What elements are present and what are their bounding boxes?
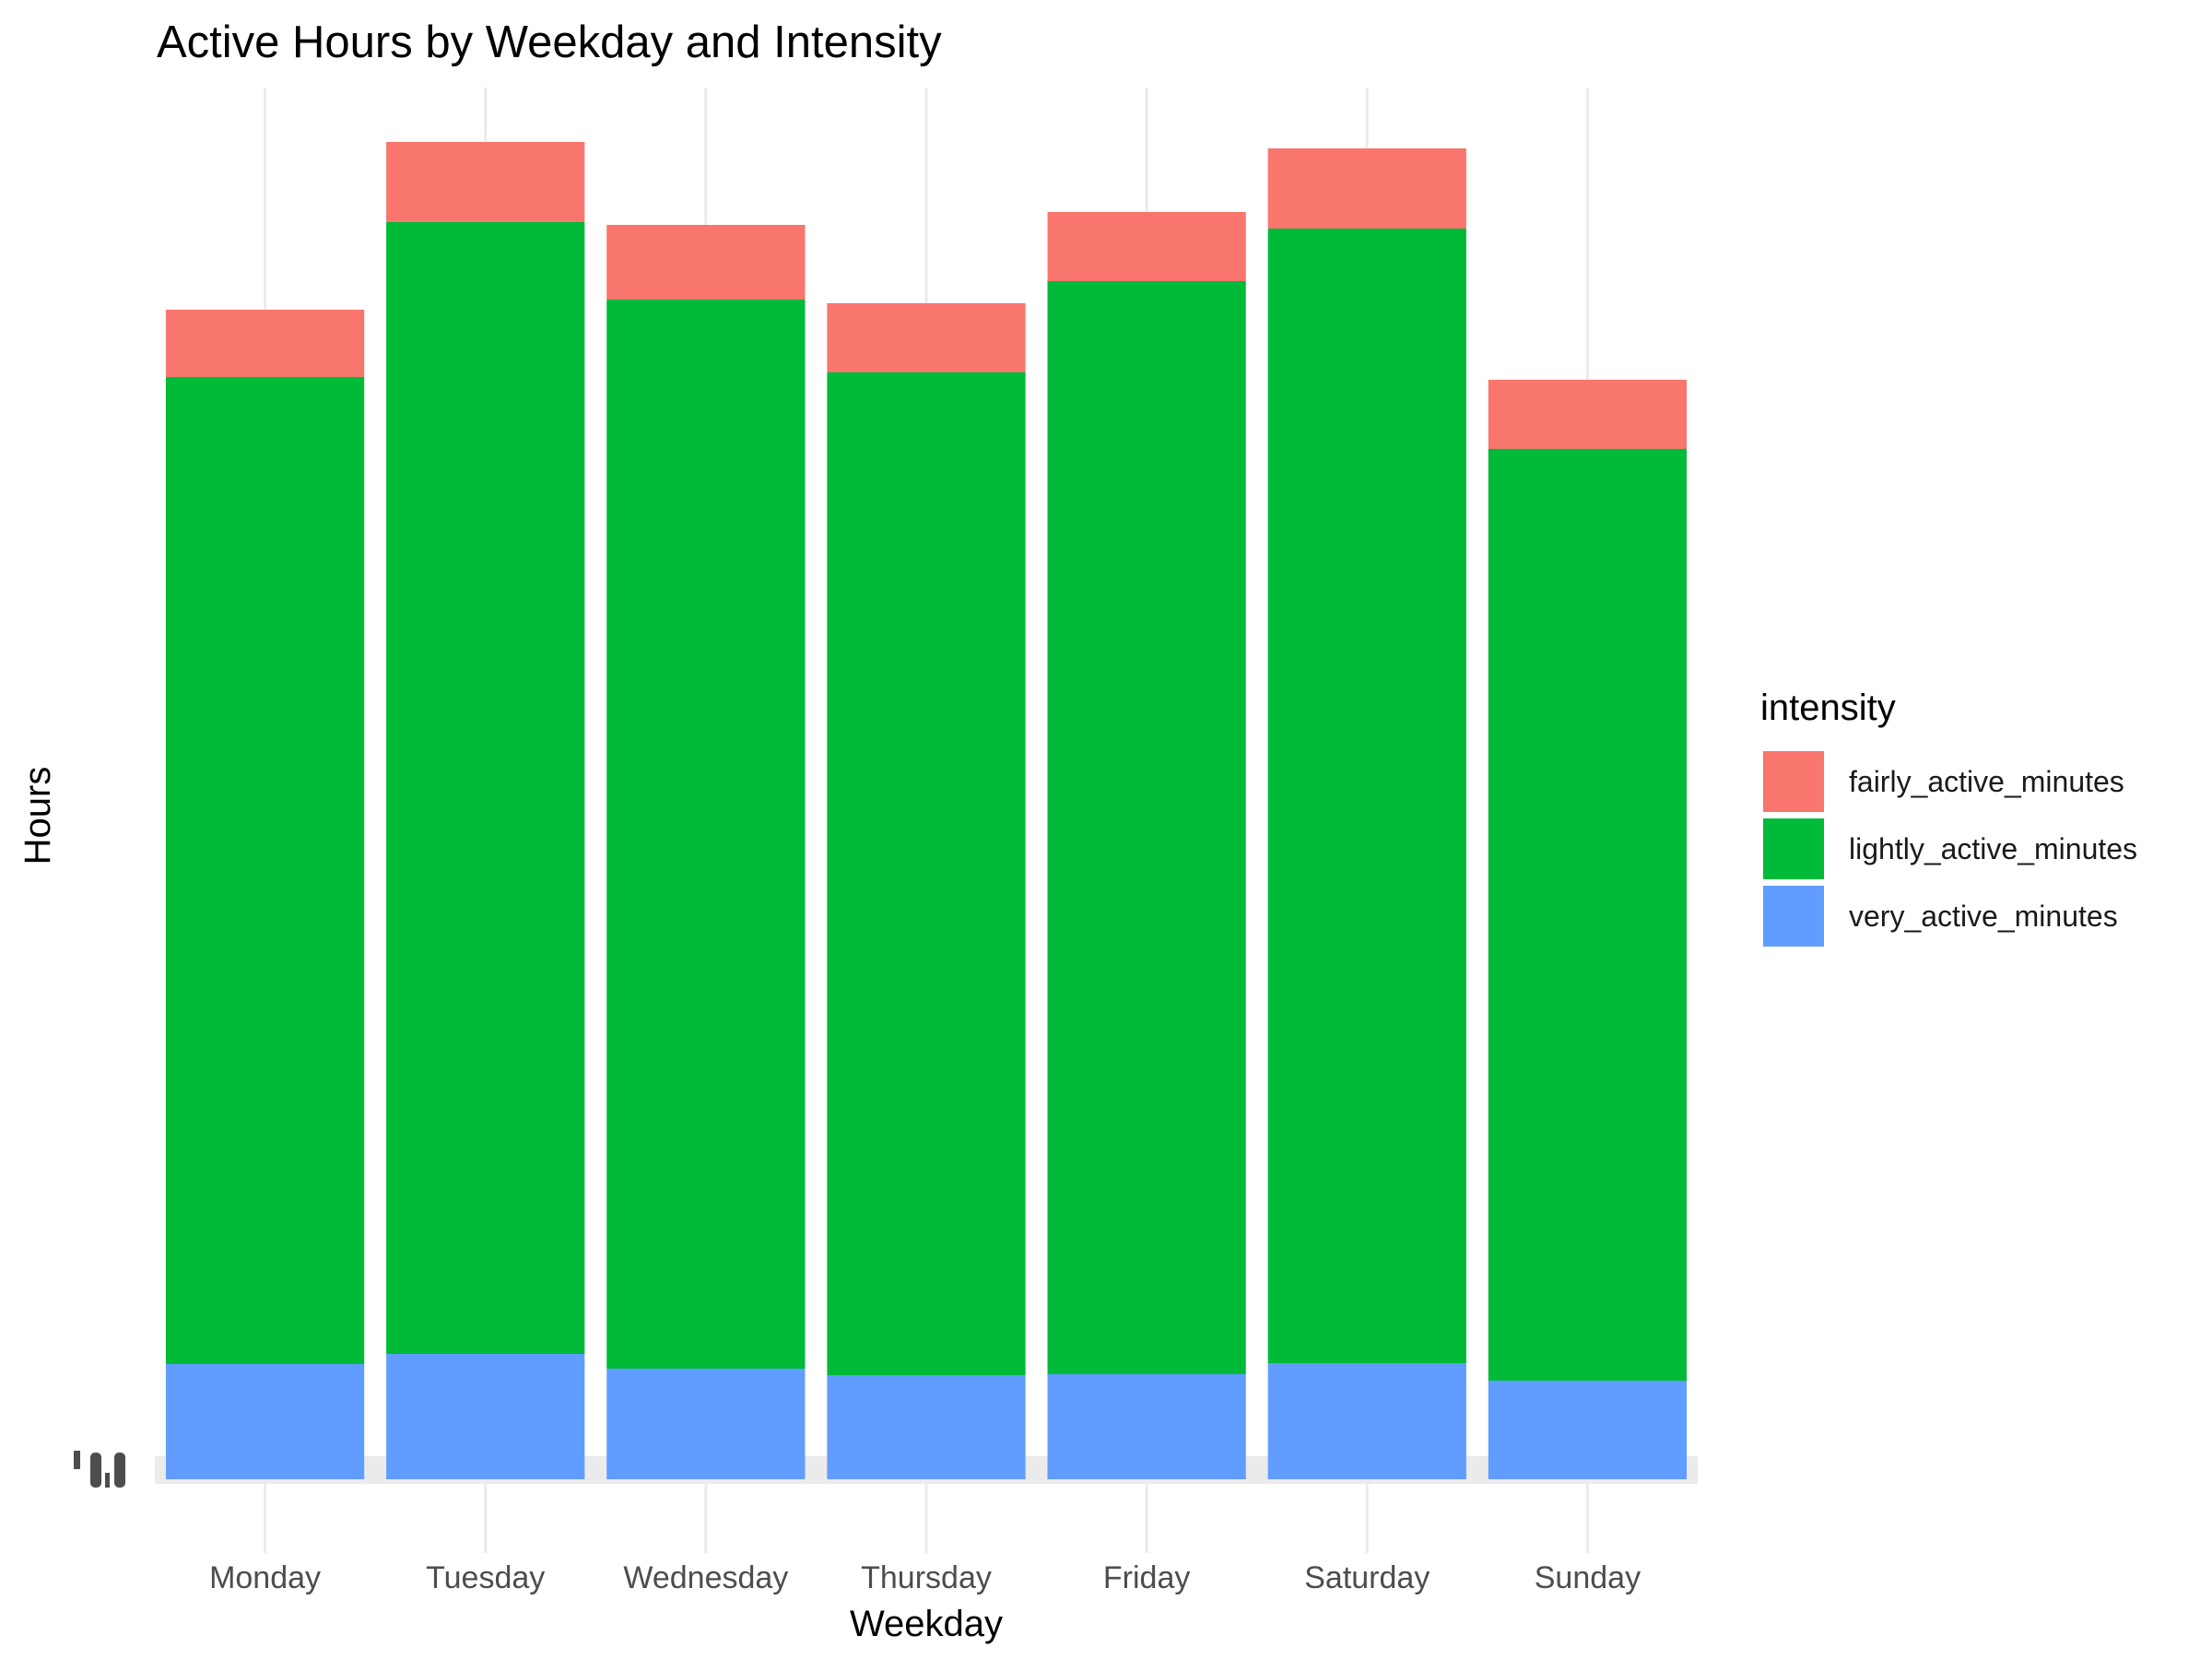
x-tick-label: Sunday xyxy=(1535,1560,1641,1595)
bar-segment xyxy=(1047,281,1246,1374)
x-tick-labels: Monday Tuesday Wednesday Thursday Friday Satu… xyxy=(209,1560,1641,1595)
bar-segment xyxy=(606,300,806,1369)
x-tick-label: Wednesday xyxy=(623,1560,788,1595)
legend-label: very_active_minutes xyxy=(1849,900,2118,933)
bar-segment xyxy=(1488,380,1688,449)
y-tick-glyph xyxy=(105,1473,110,1488)
bar-segment xyxy=(386,222,585,1354)
bar-segment xyxy=(165,1364,365,1479)
y-axis-title: Hours xyxy=(18,767,58,865)
y-tick-glyph xyxy=(114,1453,125,1488)
bar-segment xyxy=(386,1354,585,1479)
x-axis-title: Weekday xyxy=(850,1604,1003,1644)
bar-segment xyxy=(1267,148,1466,229)
legend-title: intensity xyxy=(1760,688,1896,728)
bar-segment xyxy=(165,310,365,377)
legend-key xyxy=(1763,886,1824,947)
legend-key xyxy=(1763,751,1824,812)
x-tick-label: Saturday xyxy=(1304,1560,1430,1595)
y-tick-label-cluster xyxy=(74,1451,125,1488)
bar-segment xyxy=(1047,1374,1246,1479)
bar-segment xyxy=(1488,449,1688,1381)
y-tick-glyph xyxy=(90,1453,101,1488)
bar-segment xyxy=(827,372,1026,1375)
x-tick-label: Monday xyxy=(209,1560,321,1595)
bar-segment xyxy=(1047,212,1246,281)
y-tick-glyph xyxy=(74,1451,80,1469)
bar-segment xyxy=(606,1369,806,1479)
x-tick-label: Friday xyxy=(1103,1560,1190,1595)
bar-segment xyxy=(1488,1381,1688,1479)
bar-segment xyxy=(1267,1363,1466,1479)
legend-key xyxy=(1763,818,1824,879)
bar-segment xyxy=(606,225,806,300)
x-tick-label: Thursday xyxy=(861,1560,992,1595)
bar-segment xyxy=(827,303,1026,372)
bars-layer xyxy=(165,142,1688,1479)
bar-segment xyxy=(165,377,365,1364)
legend-items: fairly_active_minutes lightly_active_minu… xyxy=(1763,751,2137,947)
bar-segment xyxy=(386,142,585,222)
x-tick-label: Tuesday xyxy=(426,1560,545,1595)
bar-segment xyxy=(827,1375,1026,1479)
legend: intensity fairly_active_minutes lightly_a… xyxy=(1760,688,2137,947)
chart-title: Active Hours by Weekday and Intensity xyxy=(157,18,942,67)
legend-label: lightly_active_minutes xyxy=(1849,832,2137,865)
legend-label: fairly_active_minutes xyxy=(1849,765,2124,798)
bar-segment xyxy=(1267,229,1466,1363)
